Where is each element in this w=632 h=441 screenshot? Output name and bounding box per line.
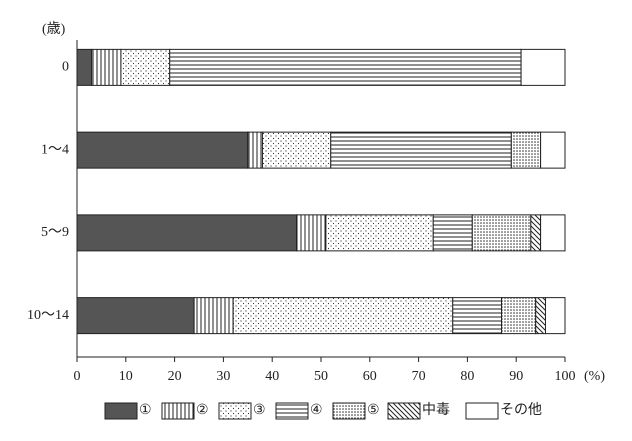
legend-label: 中毒 (422, 402, 450, 418)
legend-swatch (161, 402, 195, 420)
x-tick-label: 100 (555, 369, 576, 384)
bar-segment (471, 214, 532, 252)
bar-segment (91, 48, 122, 86)
legend-label: ③ (253, 403, 266, 418)
bar-segment (530, 214, 542, 252)
bar-segment (540, 214, 566, 252)
x-axis-label: (%) (584, 369, 605, 384)
bar-segment (544, 297, 566, 335)
x-tick-label: 60 (363, 369, 377, 384)
legend-swatch (387, 402, 421, 420)
legend-label: ④ (310, 403, 323, 418)
legend-label: ② (196, 403, 209, 418)
bar-segment (76, 131, 249, 169)
y-tick-label: 1～4 (41, 142, 69, 157)
legend-swatch (332, 402, 366, 420)
x-tick-label: 90 (509, 369, 523, 384)
bar-segment (540, 131, 566, 169)
bar-segment (452, 297, 503, 335)
x-tick-label: 30 (216, 369, 230, 384)
legend-label: ① (139, 403, 152, 418)
bar-segment (120, 48, 171, 86)
bar-segment (193, 297, 234, 335)
bar-segment (76, 214, 298, 252)
x-tick-label: 40 (265, 369, 279, 384)
y-tick-label: 0 (62, 60, 69, 75)
bar-segment (247, 131, 263, 169)
bar-segment (325, 214, 434, 252)
y-tick-label: 5～9 (41, 225, 69, 240)
bar-segment (535, 297, 546, 335)
legend-swatch (218, 402, 252, 420)
y-tick-label: 10～14 (27, 308, 69, 323)
x-tick-label: 20 (168, 369, 182, 384)
x-tick-label: 10 (119, 369, 133, 384)
bar-segment (169, 48, 522, 86)
bar-segment (261, 131, 332, 169)
legend-swatch (275, 402, 309, 420)
bar-segment (520, 48, 566, 86)
bar-segment (296, 214, 327, 252)
bar-segment (76, 297, 195, 335)
x-tick-label: 70 (412, 369, 426, 384)
bar-segment (432, 214, 473, 252)
x-tick-label: 50 (314, 369, 328, 384)
legend-label: その他 (500, 402, 542, 418)
bar-segment (510, 131, 542, 169)
legend-swatch (104, 402, 138, 420)
x-tick-label: 0 (74, 369, 81, 384)
bar-segment (76, 48, 93, 86)
legend-label: ⑤ (367, 403, 380, 418)
x-tick-label: 80 (460, 369, 474, 384)
bar-segment (330, 131, 512, 169)
legend-swatch (465, 402, 499, 420)
y-axis-label: (歳) (42, 21, 66, 37)
bar-segment (232, 297, 454, 335)
bar-segment (501, 297, 537, 335)
